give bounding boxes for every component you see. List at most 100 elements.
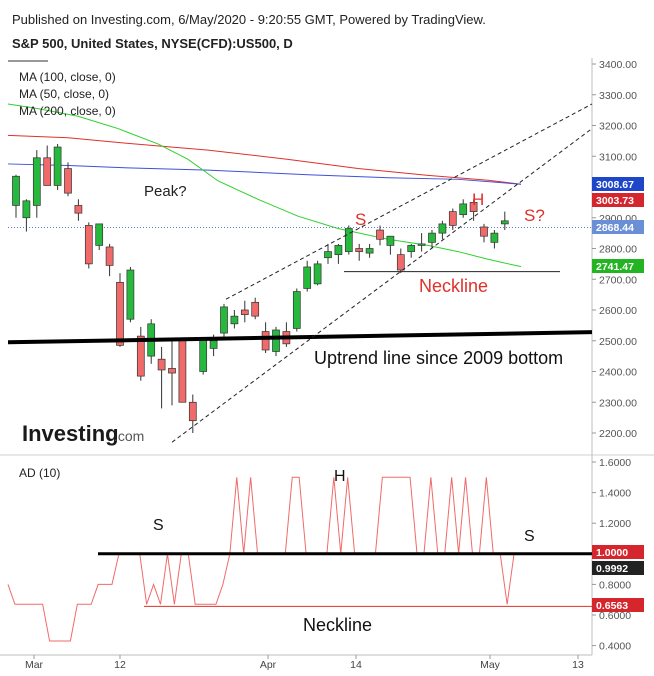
- candle-body: [157, 358, 166, 371]
- ad-line: [7, 476, 521, 642]
- ad-tick-label: 1.6000: [599, 457, 631, 469]
- candle-body: [12, 175, 20, 206]
- candle-body: [136, 335, 145, 377]
- ma100-line: [7, 163, 522, 185]
- price-label-box: [592, 177, 644, 191]
- price-tick-label: 3100.00: [599, 151, 637, 163]
- ma200-line: [7, 134, 522, 185]
- annotation-peak: Peak?: [144, 183, 187, 200]
- annotation-s-left: S: [355, 210, 366, 229]
- candle-body: [386, 235, 395, 246]
- price-tick-label: 2400.00: [599, 367, 637, 379]
- ad-label-text: 0.9992: [596, 563, 628, 575]
- candle-body: [448, 211, 457, 226]
- candle-body: [220, 306, 228, 334]
- legend-entry: MA (50, close, 0): [19, 87, 109, 101]
- candle-body: [428, 232, 436, 243]
- ad-tick-label: 0.6000: [599, 610, 631, 622]
- time-tick-label: May: [480, 659, 501, 671]
- ad-annotation-neckline: Neckline: [303, 615, 372, 635]
- candle-body: [292, 291, 301, 329]
- ad-label-box: [592, 598, 644, 612]
- candle-body: [303, 266, 312, 289]
- price-tick-label: 2700.00: [599, 274, 637, 286]
- price-label-box: [592, 193, 644, 207]
- ad-label-text: 0.6563: [596, 600, 628, 612]
- legend-entry: MA (200, close, 0): [19, 104, 116, 118]
- time-tick-label: 14: [350, 659, 362, 671]
- candle-body: [22, 200, 31, 219]
- candle-body: [178, 340, 187, 403]
- candle-body: [32, 157, 41, 206]
- candle-body: [53, 146, 62, 186]
- candle-body: [240, 309, 249, 315]
- price-tick-label: 2800.00: [599, 244, 637, 256]
- annotation-h: H: [472, 190, 484, 209]
- time-tick-label: Apr: [260, 659, 277, 671]
- ad-tick-label: 0.4000: [599, 641, 631, 653]
- ad-annotation-h: H: [334, 468, 346, 485]
- candle-body: [334, 245, 343, 256]
- time-tick-label: Mar: [25, 659, 44, 671]
- candle-body: [64, 168, 72, 194]
- candle-body: [95, 223, 104, 246]
- ad-tick-label: 1.2000: [599, 518, 631, 530]
- candle-body: [116, 281, 124, 346]
- price-label-text: 2741.47: [596, 261, 634, 273]
- price-tick-label: 2500.00: [599, 336, 637, 348]
- candle-body: [490, 232, 499, 243]
- time-tick-label: 13: [572, 659, 584, 671]
- ad-label-box: [592, 561, 644, 575]
- candle-body: [199, 338, 208, 372]
- ad-title: AD (10): [19, 466, 60, 480]
- candle-body: [344, 228, 353, 252]
- ad-label-box: [592, 545, 644, 559]
- price-tick-label: 3400.00: [599, 59, 637, 71]
- ad-annotation-s-left: S: [153, 517, 164, 534]
- candle-body: [230, 315, 239, 325]
- annotation-s-right: S?: [524, 206, 545, 225]
- price-label-box: [592, 259, 644, 273]
- legend-entry: MA (100, close, 0): [19, 70, 116, 84]
- candle-body: [251, 301, 260, 317]
- candle-body: [209, 340, 218, 349]
- candle-body: [43, 157, 52, 186]
- symbol-title: S&P 500, United States, NYSE(CFD):US500,…: [12, 36, 293, 51]
- candle-body: [272, 329, 280, 352]
- price-label-text: 3003.73: [596, 195, 634, 207]
- annotation-neckline: Neckline: [419, 276, 488, 296]
- uptrend-line: [7, 330, 593, 345]
- candle-body: [480, 226, 488, 237]
- candle-body: [261, 331, 270, 351]
- ma50-line: [7, 103, 522, 268]
- price-label-text: 2868.44: [596, 222, 634, 234]
- candle-body: [313, 263, 322, 285]
- ad-label-text: 1.0000: [596, 547, 628, 559]
- candle-body: [469, 202, 478, 212]
- candle-body: [417, 243, 426, 246]
- candle-body: [188, 401, 197, 422]
- candle-body: [376, 229, 384, 240]
- candle-body: [365, 248, 374, 254]
- investing-logo-suffix: .com: [114, 428, 144, 444]
- ad-tick-label: 1.4000: [599, 488, 631, 500]
- annotation-uptrend: Uptrend line since 2009 bottom: [314, 348, 563, 368]
- price-tick-label: 3300.00: [599, 90, 637, 102]
- price-tick-label: 2600.00: [599, 305, 637, 317]
- candle-body: [407, 245, 416, 252]
- candle-body: [324, 251, 332, 259]
- wedge-lower-line: [171, 128, 593, 443]
- price-tick-label: 3200.00: [599, 121, 637, 133]
- price-label-text: 3008.67: [596, 179, 634, 191]
- ad-tick-label: 0.8000: [599, 579, 631, 591]
- price-label-box: [592, 220, 644, 234]
- candle-body: [355, 248, 364, 252]
- time-tick-label: 12: [114, 659, 126, 671]
- price-tick-label: 2300.00: [599, 397, 637, 409]
- candle-body: [105, 246, 114, 266]
- candle-body: [500, 220, 509, 225]
- candle-body: [396, 254, 405, 271]
- published-note: Published on Investing.com, 6/May/2020 -…: [12, 12, 486, 27]
- ad-annotation-s-right: S: [524, 528, 535, 545]
